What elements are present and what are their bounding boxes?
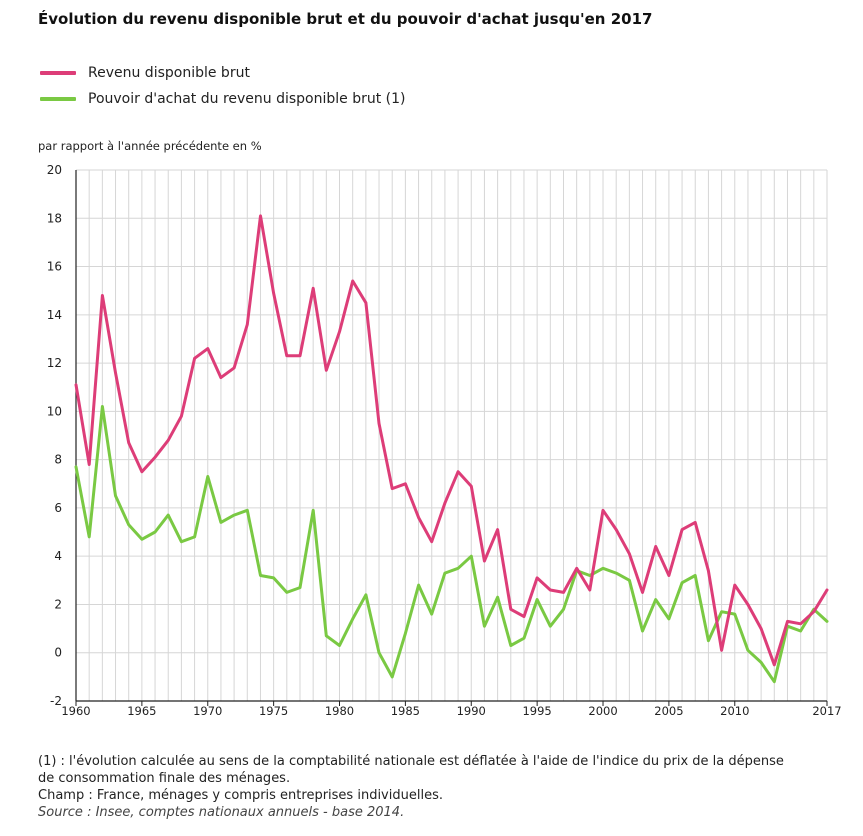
x-tick-label: 2005 bbox=[654, 704, 683, 718]
legend-label-revenu: Revenu disponible brut bbox=[88, 65, 250, 81]
chart-title: Évolution du revenu disponible brut et d… bbox=[38, 10, 653, 28]
x-tick-label: 1975 bbox=[259, 704, 288, 718]
x-tick-label: 2017 bbox=[812, 704, 841, 718]
y-tick-label: 0 bbox=[54, 646, 62, 660]
y-tick-label: 12 bbox=[47, 356, 62, 370]
legend-swatch-revenu bbox=[40, 71, 76, 75]
x-tick-label: 1960 bbox=[61, 704, 90, 718]
y-tick-label: 4 bbox=[54, 549, 62, 563]
y-tick-label: 8 bbox=[54, 453, 62, 467]
footnote-1: (1) : l'évolution calculée au sens de la… bbox=[38, 754, 784, 786]
x-tick-label: 2010 bbox=[720, 704, 749, 718]
x-tick-label: 1985 bbox=[391, 704, 420, 718]
x-tick-label: 1995 bbox=[522, 704, 551, 718]
legend-item-pouvoir[interactable]: Pouvoir d'achat du revenu disponible bru… bbox=[40, 86, 406, 112]
x-tick-label: 1970 bbox=[193, 704, 222, 718]
series-line-revenu bbox=[74, 214, 829, 667]
legend: Revenu disponible brut Pouvoir d'achat d… bbox=[40, 60, 406, 112]
series-line-pouvoir bbox=[74, 405, 829, 684]
footnote-champ: Champ : France, ménages y compris entrep… bbox=[38, 788, 443, 803]
y-tick-label: 10 bbox=[47, 404, 62, 418]
footnote-source: Source : Insee, comptes nationaux annuel… bbox=[38, 805, 405, 820]
x-tick-label: 1990 bbox=[457, 704, 486, 718]
line-chart: -2 0 2 4 6 8 10 12 14 16 18 20 1960 1965 1970 1975 1980 1… bbox=[47, 163, 842, 718]
y-tick-label: 6 bbox=[54, 501, 62, 515]
x-tick-label: 2000 bbox=[588, 704, 617, 718]
y-tick-label: 14 bbox=[47, 308, 62, 322]
footnotes: (1) : l'évolution calculée au sens de la… bbox=[38, 753, 798, 821]
y-tick-label: 18 bbox=[47, 211, 62, 225]
y-tick-label: -2 bbox=[50, 694, 62, 708]
legend-label-pouvoir: Pouvoir d'achat du revenu disponible bru… bbox=[88, 91, 406, 107]
x-tick-label: 1980 bbox=[325, 704, 354, 718]
y-tick-label: 2 bbox=[54, 597, 62, 611]
y-axis-label: par rapport à l'année précédente en % bbox=[38, 139, 262, 153]
x-tick-label: 1965 bbox=[127, 704, 156, 718]
legend-item-revenu[interactable]: Revenu disponible brut bbox=[40, 60, 406, 86]
y-tick-label: 20 bbox=[47, 163, 62, 177]
legend-swatch-pouvoir bbox=[40, 97, 76, 101]
y-tick-label: 16 bbox=[47, 260, 62, 274]
